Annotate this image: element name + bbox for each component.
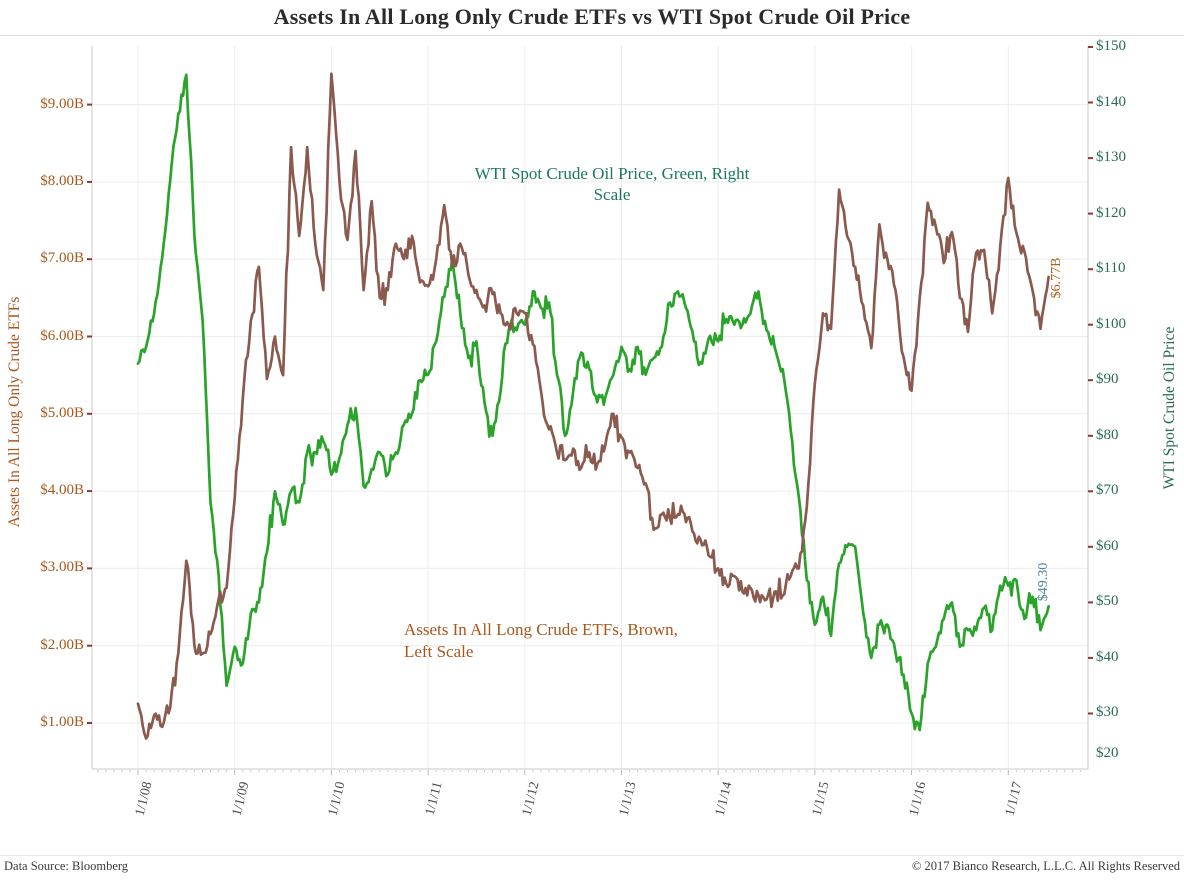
etf-annotation-line2: Left Scale [404,642,474,661]
footer-divider [0,855,1184,856]
copyright-note: © 2017 Bianco Research, L.L.C. All Right… [911,859,1180,873]
title-divider [0,35,1184,36]
left-axis-title: Assets In All Long Only Crude ETFs [6,296,23,528]
chart-title: Assets In All Long Only Crude ETFs vs WT… [273,4,911,29]
wti-annotation-line2: Scale [593,185,631,204]
data-source-note: Data Source: Bloomberg [4,859,129,873]
wti-line [136,73,1050,732]
right-axis-title: WTI Spot Crude Oil Price [1161,326,1178,490]
etf-assets-line [136,72,1050,740]
wti-series-annotation: WTI Spot Crude Oil Price, Green, Right S… [430,163,794,205]
wti-annotation-line1: WTI Spot Crude Oil Price, Green, Right [474,164,750,183]
wti-last-value-label: $49.30 [1036,562,1051,602]
etf-series-annotation: Assets In All Long Crude ETFs, Brown, Le… [404,619,744,663]
etf-annotation-line1: Assets In All Long Crude ETFs, Brown, [404,620,678,639]
etf-last-value-label: $6.77B [1049,257,1064,299]
